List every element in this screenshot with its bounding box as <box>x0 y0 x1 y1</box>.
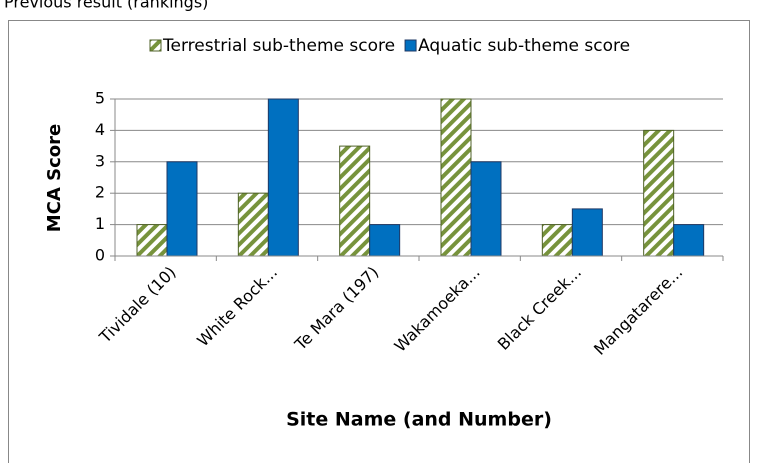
bar <box>673 224 705 257</box>
bar <box>440 98 472 257</box>
page-title: Previous result (rankings) <box>4 0 208 12</box>
legend-swatch <box>404 39 417 52</box>
y-tick-label: 3 <box>95 151 105 170</box>
bar <box>541 224 573 257</box>
bar <box>643 129 675 257</box>
legend-swatch <box>149 39 162 52</box>
y-tick-label: 2 <box>95 183 105 202</box>
legend-label: Terrestrial sub-theme score <box>162 36 395 56</box>
x-axis-label: Site Name (and Number) <box>286 409 552 431</box>
y-axis-label: MCA Score <box>44 124 65 232</box>
y-tick-label: 4 <box>95 120 105 139</box>
bar <box>470 161 502 257</box>
bar <box>369 224 401 257</box>
bar <box>571 208 603 257</box>
bar <box>339 145 371 257</box>
y-tick-label: 0 <box>95 246 105 265</box>
legend-label: Aquatic sub-theme score <box>418 36 630 56</box>
bar <box>267 98 299 257</box>
bar <box>237 192 269 257</box>
bar <box>166 161 198 257</box>
y-tick-label: 5 <box>95 89 105 108</box>
bar <box>136 224 168 257</box>
y-tick-label: 1 <box>95 214 105 233</box>
